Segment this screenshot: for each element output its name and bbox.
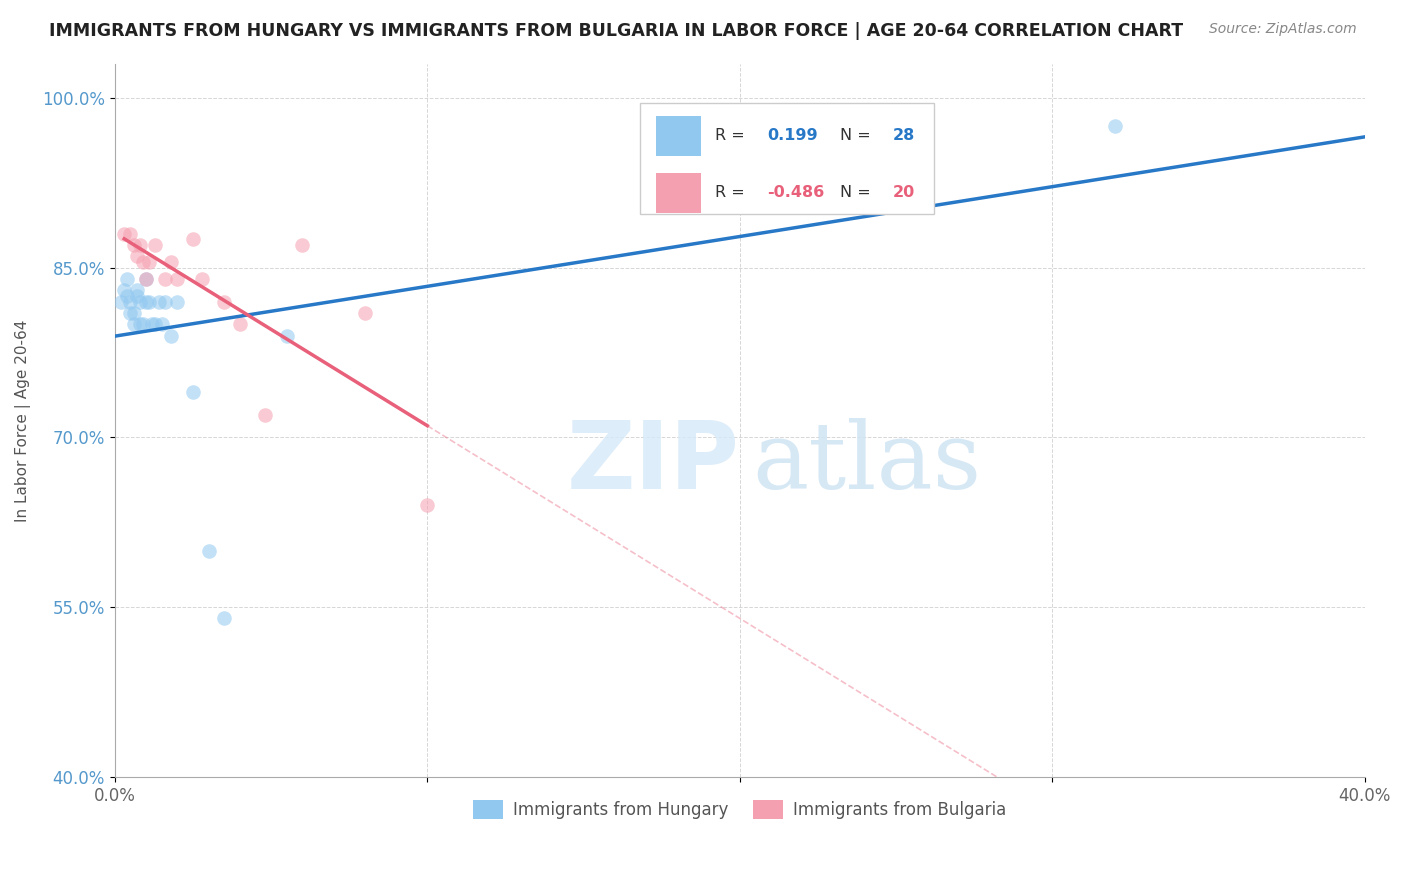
Point <box>110 294 132 309</box>
Y-axis label: In Labor Force | Age 20-64: In Labor Force | Age 20-64 <box>15 319 31 522</box>
Point <box>276 328 298 343</box>
Point <box>112 284 135 298</box>
Point <box>145 318 167 332</box>
Point <box>120 294 142 309</box>
Text: IMMIGRANTS FROM HUNGARY VS IMMIGRANTS FROM BULGARIA IN LABOR FORCE | AGE 20-64 C: IMMIGRANTS FROM HUNGARY VS IMMIGRANTS FR… <box>49 22 1184 40</box>
Point <box>166 294 188 309</box>
Point <box>141 318 163 332</box>
Point <box>197 543 219 558</box>
Point <box>181 385 204 400</box>
Legend: Immigrants from Hungary, Immigrants from Bulgaria: Immigrants from Hungary, Immigrants from… <box>467 793 1014 826</box>
Point <box>145 238 167 252</box>
Point <box>253 408 276 422</box>
Text: 20: 20 <box>893 185 914 200</box>
Point <box>1104 120 1126 134</box>
Point <box>153 294 176 309</box>
Point <box>135 294 157 309</box>
Point <box>353 306 375 320</box>
Point <box>125 284 148 298</box>
Text: 28: 28 <box>893 128 914 143</box>
Point <box>112 227 135 241</box>
Point <box>153 272 176 286</box>
Point <box>132 318 155 332</box>
Point <box>138 255 160 269</box>
Point <box>120 227 142 241</box>
Point <box>122 238 145 252</box>
Point <box>160 255 183 269</box>
Point <box>291 238 314 252</box>
Text: ZIP: ZIP <box>567 417 740 509</box>
Point <box>148 294 170 309</box>
Point <box>160 328 183 343</box>
Point <box>128 238 150 252</box>
Point <box>138 294 160 309</box>
Point <box>128 294 150 309</box>
FancyBboxPatch shape <box>657 173 702 213</box>
Point <box>122 318 145 332</box>
Text: N =: N = <box>839 128 870 143</box>
Point <box>117 289 139 303</box>
Point <box>125 289 148 303</box>
Point <box>212 611 235 625</box>
Text: atlas: atlas <box>752 418 981 508</box>
Point <box>132 255 155 269</box>
Text: R =: R = <box>714 128 745 143</box>
Point <box>212 294 235 309</box>
Point <box>135 272 157 286</box>
FancyBboxPatch shape <box>657 116 702 156</box>
FancyBboxPatch shape <box>640 103 934 214</box>
Point <box>181 232 204 246</box>
Point <box>191 272 214 286</box>
Point <box>125 249 148 263</box>
Point <box>128 318 150 332</box>
Text: Source: ZipAtlas.com: Source: ZipAtlas.com <box>1209 22 1357 37</box>
Point <box>122 306 145 320</box>
Point <box>416 499 439 513</box>
Text: -0.486: -0.486 <box>768 185 824 200</box>
Text: R =: R = <box>714 185 745 200</box>
Point <box>120 306 142 320</box>
Point <box>117 272 139 286</box>
Point <box>166 272 188 286</box>
Point <box>135 272 157 286</box>
Text: 0.199: 0.199 <box>768 128 818 143</box>
Point <box>150 318 173 332</box>
Point <box>229 318 252 332</box>
Text: N =: N = <box>839 185 870 200</box>
